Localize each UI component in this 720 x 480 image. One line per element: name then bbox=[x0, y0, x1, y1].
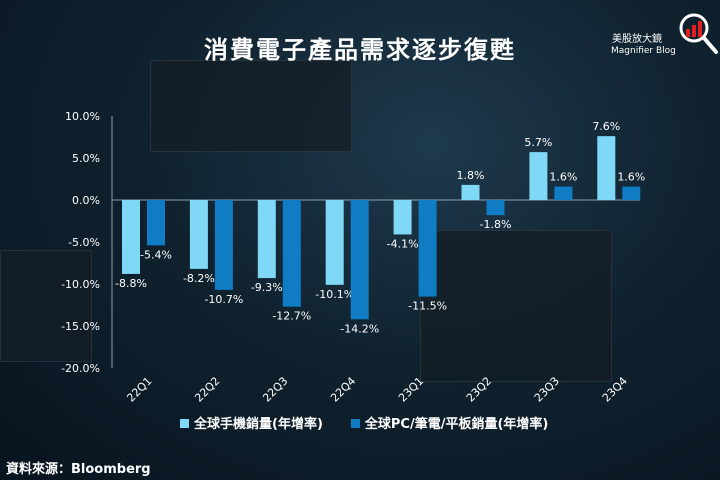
data-label: -11.5% bbox=[408, 300, 447, 313]
legend: 全球手機銷量(年增率) 全球PC/筆電/平板銷量(年增率) bbox=[180, 413, 548, 432]
background-chip bbox=[420, 230, 612, 382]
data-label: -9.3% bbox=[251, 281, 283, 294]
data-label: -8.2% bbox=[183, 272, 215, 285]
data-label: -1.8% bbox=[480, 218, 512, 231]
y-tick-label: 10.0% bbox=[65, 110, 100, 123]
legend-label: 全球PC/筆電/平板銷量(年增率) bbox=[364, 417, 549, 432]
bar-pc bbox=[418, 200, 437, 297]
logo-english: Magnifier Blog bbox=[611, 46, 676, 56]
x-tick-label: 22Q3 bbox=[260, 374, 290, 404]
bar-pc bbox=[282, 200, 301, 307]
data-label: 1.6% bbox=[617, 171, 645, 184]
data-label: 7.6% bbox=[592, 120, 620, 133]
bar-phone bbox=[189, 200, 208, 269]
data-label: 1.8% bbox=[457, 169, 485, 182]
x-tick-label: 23Q2 bbox=[464, 374, 494, 404]
legend-label: 全球手機銷量(年增率) bbox=[194, 417, 323, 432]
bar-phone bbox=[393, 200, 412, 235]
y-tick-label: -10.0% bbox=[61, 278, 100, 291]
data-label: 1.6% bbox=[549, 171, 577, 184]
background-chip bbox=[0, 250, 92, 362]
bar-pc bbox=[350, 200, 369, 320]
chart-title: 消費電子產品需求逐步復甦 bbox=[204, 36, 516, 64]
data-label: -8.8% bbox=[115, 277, 147, 290]
y-tick-label: 5.0% bbox=[72, 152, 100, 165]
bar-phone bbox=[461, 184, 480, 200]
magnifier-icon bbox=[679, 13, 718, 54]
data-label: -4.1% bbox=[387, 237, 419, 250]
bar-phone bbox=[597, 136, 616, 200]
x-tick-label: 23Q4 bbox=[600, 374, 630, 404]
data-label: 5.7% bbox=[524, 136, 552, 149]
bar-phone bbox=[257, 200, 276, 279]
x-tick-label: 22Q4 bbox=[328, 374, 358, 404]
bar-pc bbox=[554, 186, 573, 200]
logo: 美股放大鏡 Magnifier Blog bbox=[608, 10, 718, 60]
data-label: -10.1% bbox=[315, 288, 354, 301]
background-chip bbox=[150, 60, 352, 152]
bar-pc bbox=[622, 186, 641, 200]
data-label: -10.7% bbox=[204, 293, 243, 306]
x-tick-label: 22Q2 bbox=[192, 374, 222, 404]
bar-phone bbox=[122, 200, 140, 274]
data-label: -14.2% bbox=[340, 322, 379, 335]
x-tick-label: 23Q3 bbox=[532, 374, 562, 404]
data-label: -12.7% bbox=[272, 310, 311, 323]
logo-chinese: 美股放大鏡 bbox=[612, 34, 662, 45]
legend-item-pc: 全球PC/筆電/平板銷量(年增率) bbox=[350, 413, 549, 432]
source-note: 資料來源：Bloomberg bbox=[6, 462, 151, 477]
bar-pc bbox=[147, 200, 165, 246]
bar-phone bbox=[529, 152, 548, 200]
bar-phone bbox=[325, 200, 344, 285]
y-tick-label: 0.0% bbox=[72, 194, 100, 207]
legend-item-phone: 全球手機銷量(年增率) bbox=[180, 413, 323, 432]
y-tick-label: -5.0% bbox=[68, 236, 100, 249]
y-tick-label: -15.0% bbox=[61, 320, 100, 333]
y-tick-label: -20.0% bbox=[61, 362, 100, 375]
x-tick-label: 22Q1 bbox=[124, 374, 154, 404]
data-label: -5.4% bbox=[140, 248, 172, 261]
bar-pc bbox=[214, 200, 233, 290]
x-tick-label: 23Q1 bbox=[396, 374, 426, 404]
bar-pc bbox=[486, 200, 505, 216]
